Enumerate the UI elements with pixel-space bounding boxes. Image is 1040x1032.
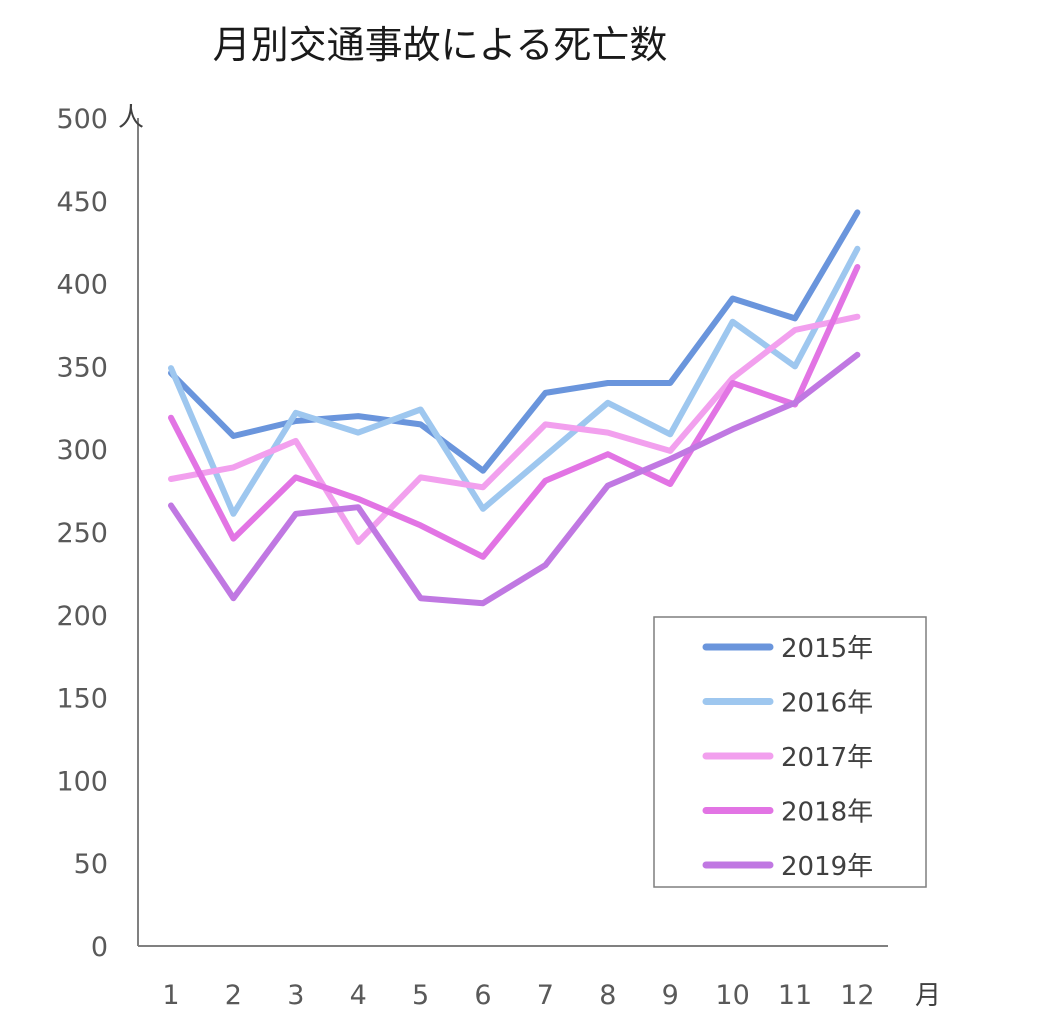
axes [137,118,888,947]
legend-label: 2019年 [781,852,873,882]
y-axis-unit: 人 [118,103,144,133]
x-tick-label: 9 [662,980,679,1011]
legend-label: 2016年 [781,689,873,719]
legend: 2015年 2016年 2017年 2018年 2019年 [653,616,927,888]
y-tick-label: 300 [56,435,108,466]
x-tick-label: 6 [474,980,491,1011]
x-tick-label: 12 [840,980,874,1011]
x-tick-label: 5 [412,980,429,1011]
y-tick-label: 400 [56,270,108,301]
x-tick-label: 10 [715,980,749,1011]
y-tick-label: 0 [91,932,108,963]
series-lines [168,209,861,607]
chart-title: 月別交通事故による死亡数 [213,23,668,67]
x-tick-label: 2 [225,980,242,1011]
legend-label: 2018年 [781,798,873,828]
y-tick-label: 500 [56,104,108,135]
legend-label: 2017年 [781,743,873,773]
x-tick-label: 4 [350,980,367,1011]
series-line-1 [168,209,861,474]
y-tick-label: 100 [56,766,108,797]
x-tick-label: 8 [599,980,616,1011]
y-tick-label: 200 [56,601,108,632]
y-tick-label: 50 [74,849,108,880]
x-tick-label: 7 [537,980,554,1011]
series-line-4 [168,264,861,560]
y-tick-label: 450 [56,187,108,218]
legend-label: 2015年 [781,634,873,664]
series-line-2 [168,245,861,517]
x-tick-label: 3 [287,980,304,1011]
x-tick-labels: 1 2 3 4 5 6 7 8 9 10 11 12 [162,980,874,1011]
legend-box [653,616,927,888]
series-line-5 [168,351,861,607]
x-tick-label: 11 [778,980,812,1011]
y-tick-label: 350 [56,352,108,383]
series-line-3 [168,313,861,545]
y-tick-label: 150 [56,684,108,715]
x-axis-unit: 月 [915,981,941,1011]
y-tick-label: 250 [56,518,108,549]
x-tick-label: 1 [162,980,179,1011]
y-tick-labels: 0 50 100 150 200 250 300 350 400 450 500 [56,104,108,963]
